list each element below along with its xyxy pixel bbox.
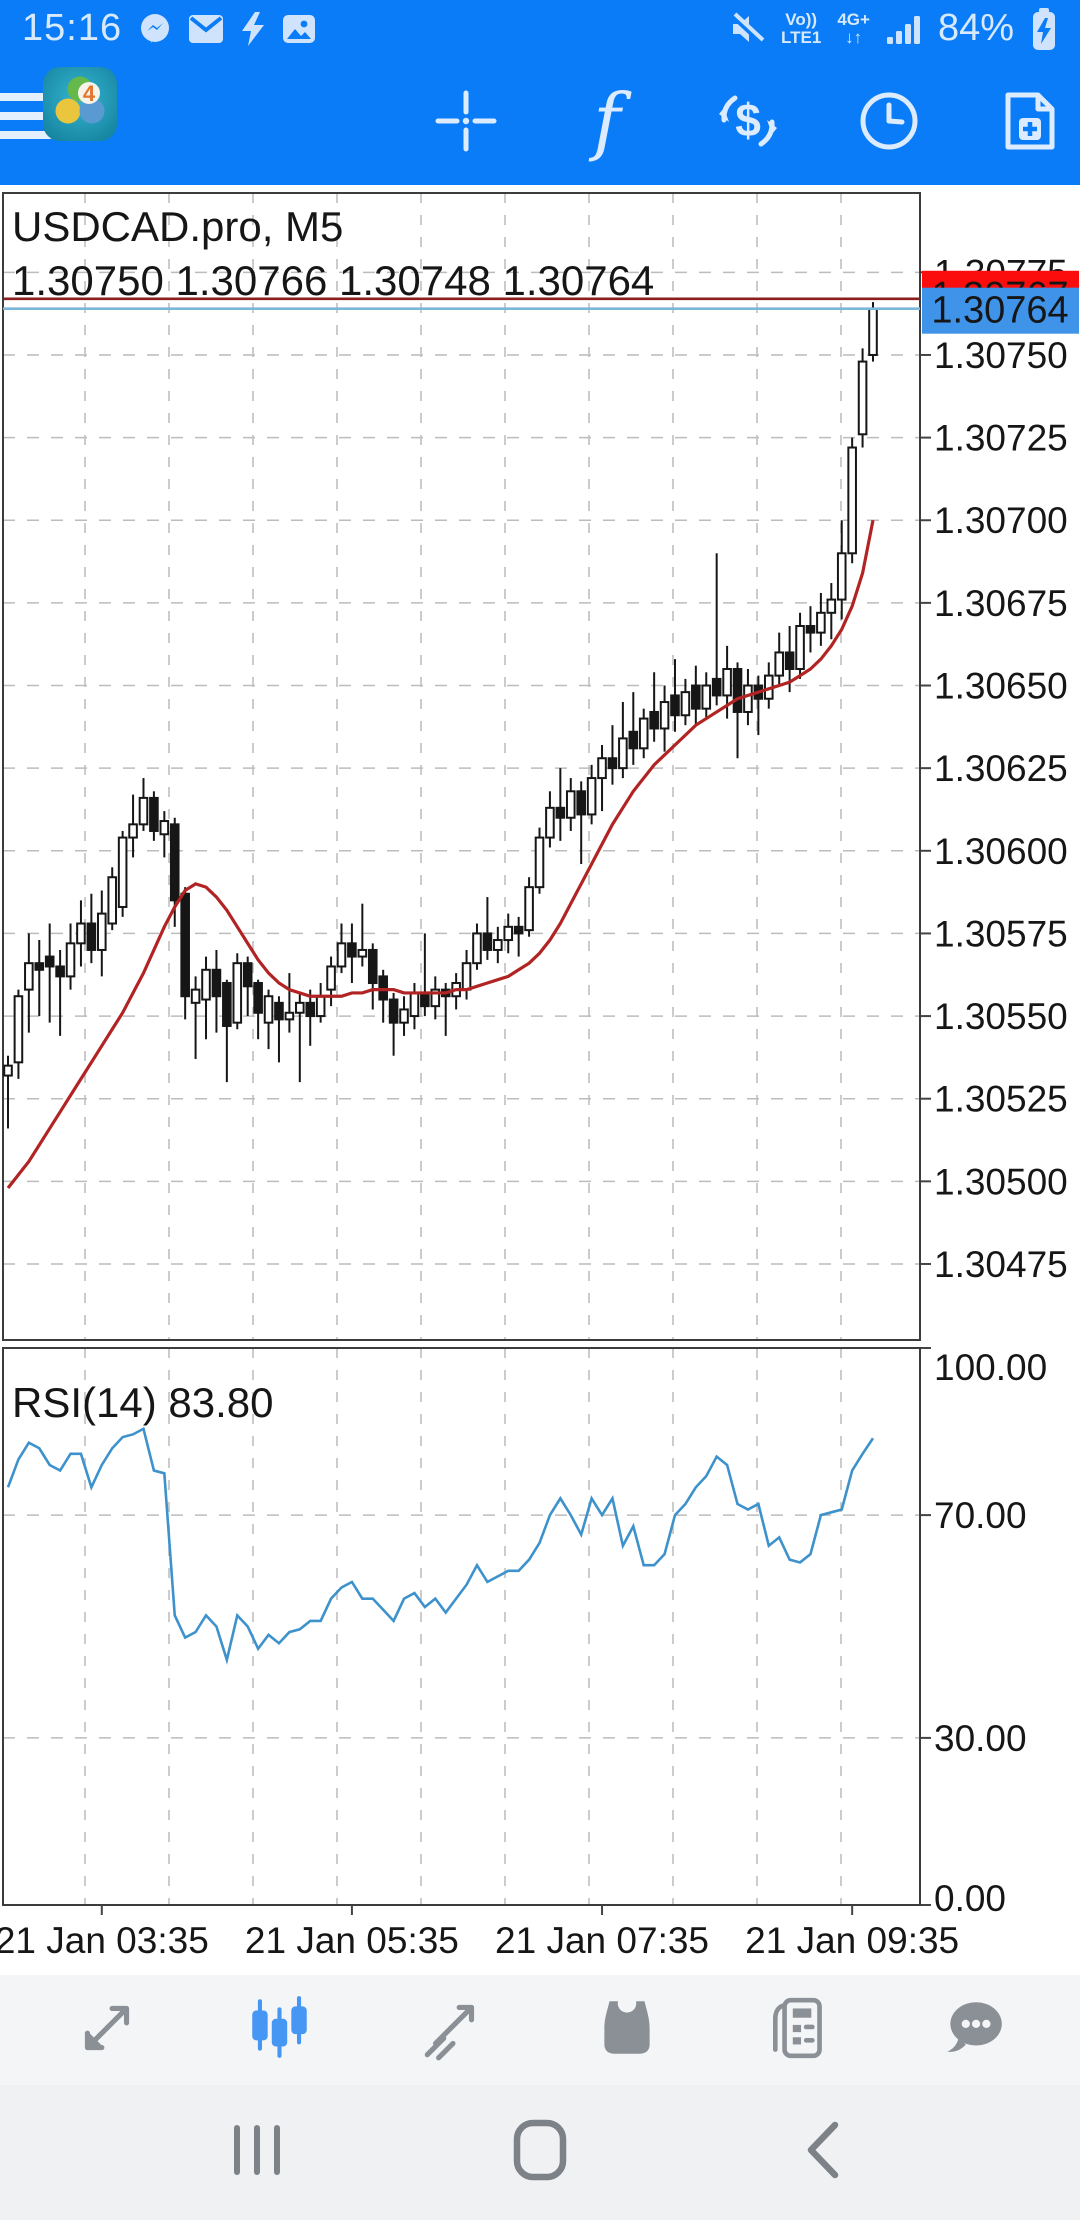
svg-text:21 Jan 03:35: 21 Jan 03:35 — [0, 1920, 209, 1961]
mt4-logo: 4 — [42, 66, 118, 142]
svg-text:1.30525: 1.30525 — [934, 1079, 1068, 1120]
home-icon — [512, 2119, 568, 2186]
candlestick-chart-icon — [244, 1992, 316, 2069]
svg-text:1.30625: 1.30625 — [934, 748, 1068, 789]
svg-text:0.00: 0.00 — [934, 1878, 1006, 1919]
chat-bubble-icon — [937, 1992, 1009, 2069]
quotes-arrows-icon — [71, 1992, 143, 2069]
gmail-icon — [188, 14, 224, 44]
svg-text:$: $ — [735, 94, 761, 146]
mute-icon — [727, 10, 765, 48]
back-button[interactable] — [788, 2118, 858, 2188]
candles — [3, 302, 878, 1129]
clock-icon[interactable] — [853, 79, 925, 163]
app-bar-actions: f $ — [430, 57, 1066, 185]
home-button[interactable] — [505, 2118, 575, 2188]
android-nav-bar — [0, 2085, 1080, 2220]
svg-text:1.30650: 1.30650 — [934, 666, 1068, 707]
svg-text:1.30675: 1.30675 — [934, 583, 1068, 624]
svg-text:100.00: 100.00 — [934, 1347, 1047, 1388]
svg-text:21 Jan 05:35: 21 Jan 05:35 — [245, 1920, 459, 1961]
flash-icon — [240, 11, 266, 46]
svg-text:1.30764: 1.30764 — [931, 290, 1068, 332]
symbol-title: USDCAD.pro, M5 — [12, 203, 343, 250]
tab-trade[interactable] — [410, 1987, 496, 2073]
svg-text:1.30500: 1.30500 — [934, 1161, 1068, 1202]
svg-text:4: 4 — [83, 81, 96, 106]
svg-text:1.30475: 1.30475 — [934, 1244, 1068, 1285]
4g-indicator: 4G+ ↓↑ — [837, 9, 870, 47]
svg-text:1.30700: 1.30700 — [934, 500, 1068, 541]
inbox-tray-icon — [591, 1992, 663, 2069]
rsi-readout: RSI(14) 83.80 — [12, 1379, 273, 1426]
svg-text:1.30725: 1.30725 — [934, 418, 1068, 459]
app-bar: 4 f $ — [0, 57, 1080, 185]
bottom-toolbar — [0, 1975, 1080, 2085]
tab-charts[interactable] — [237, 1987, 323, 2073]
recents-button[interactable] — [222, 2118, 292, 2188]
svg-text:21 Jan 09:35: 21 Jan 09:35 — [745, 1920, 959, 1961]
price-chart[interactable]: 1.307751.307501.307251.307001.306751.306… — [0, 185, 1080, 1975]
svg-text:1.30550: 1.30550 — [934, 996, 1068, 1037]
menu-icon[interactable] — [0, 93, 54, 149]
status-bar: 15:16 Vo)) LTE1 4G+ ↓↑ — [0, 0, 1080, 57]
ma-line — [6, 519, 875, 1189]
tab-news[interactable] — [757, 1987, 843, 2073]
svg-text:30.00: 30.00 — [934, 1718, 1027, 1759]
tab-quotes[interactable] — [64, 1987, 150, 2073]
indicators-icon[interactable]: f — [593, 78, 621, 164]
svg-text:21 Jan 07:35: 21 Jan 07:35 — [495, 1920, 709, 1961]
bid-badge — [922, 287, 1079, 334]
status-bar-right: Vo)) LTE1 4G+ ↓↑ 84% — [727, 6, 1058, 52]
new-order-icon[interactable] — [994, 79, 1066, 163]
battery-charging-icon — [1030, 6, 1058, 52]
svg-text:70.00: 70.00 — [934, 1495, 1027, 1536]
volte-indicator: Vo)) LTE1 — [781, 9, 822, 47]
status-bar-left: 15:16 — [22, 7, 316, 50]
crosshair-icon[interactable] — [430, 79, 502, 163]
tab-history[interactable] — [584, 1987, 670, 2073]
tab-messages[interactable] — [930, 1987, 1016, 2073]
svg-text:1.30575: 1.30575 — [934, 913, 1068, 954]
back-icon — [801, 2120, 845, 2185]
gallery-icon — [282, 14, 316, 44]
rsi-line — [6, 1426, 875, 1665]
ohlc-readout: 1.30750 1.30766 1.30748 1.30764 — [12, 257, 654, 304]
svg-text:1.30750: 1.30750 — [934, 335, 1068, 376]
trendline-arrow-icon — [417, 1992, 489, 2069]
messenger-icon — [138, 12, 172, 46]
signal-icon — [886, 13, 922, 45]
recents-icon — [229, 2122, 285, 2183]
trade-icon[interactable]: $ — [712, 79, 784, 163]
battery-percent-text: 84% — [937, 7, 1014, 49]
chart-area[interactable]: 1.307751.307501.307251.307001.306751.306… — [0, 185, 1080, 1975]
newspaper-icon — [764, 1992, 836, 2069]
svg-text:1.30600: 1.30600 — [934, 831, 1068, 872]
clock-text: 15:16 — [22, 7, 123, 49]
